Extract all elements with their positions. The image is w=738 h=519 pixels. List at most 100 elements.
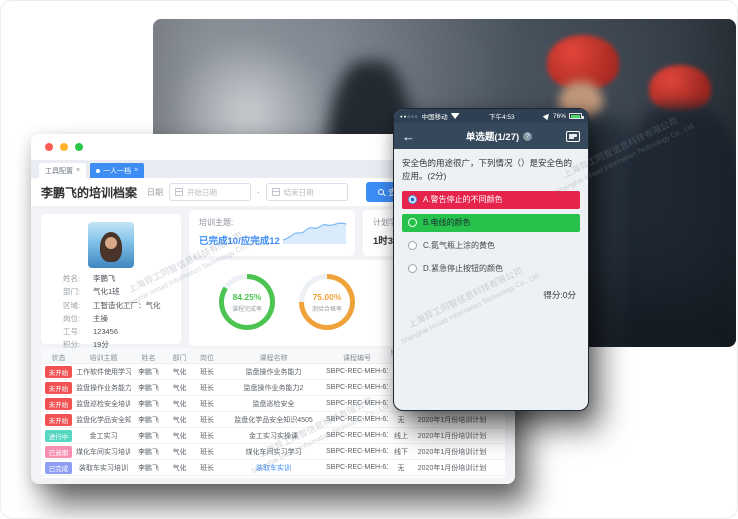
- dept-cell: 气化: [172, 432, 187, 440]
- table-row[interactable]: 已逾期 煤化车间实习培训 李鹏飞 气化 班长 煤化车间实习学习 SBPC-REC-MEH-6…: [41, 444, 505, 460]
- topic-cell: 煤化车间实习培训: [76, 448, 131, 456]
- tab-item[interactable]: 工具配置 ×: [39, 163, 87, 178]
- code-cell: SBPC-REC-MEH-617: [326, 400, 388, 407]
- calendar-icon: [175, 188, 184, 196]
- status-badge: 未开始: [44, 381, 73, 394]
- date-range-label: 日期: [147, 187, 164, 197]
- code-cell: SBPC-REC-MEH-617: [326, 384, 388, 391]
- red-helmet-icon: [649, 65, 711, 111]
- dept-cell: 气化: [172, 448, 187, 456]
- code-cell: SBPC-REC-MEH-617: [326, 416, 388, 423]
- search-icon: [378, 189, 385, 195]
- code-cell: SBPC-REC-MEH-617: [326, 464, 388, 471]
- ring-value: 84.25%: [232, 291, 262, 302]
- name-cell: 李鹏飞: [138, 448, 159, 456]
- topic-value: 已完成10/应完成12: [199, 236, 280, 247]
- post-cell: 班长: [200, 432, 214, 440]
- profile-field: 部门: 气化1班: [41, 287, 181, 297]
- tab-item[interactable]: 一人一档 ×: [90, 163, 145, 178]
- date-range-separator: -: [257, 187, 260, 197]
- mode-cell: 无: [397, 464, 405, 472]
- profile-field-value: 李鹏飞: [93, 274, 116, 283]
- radio-icon[interactable]: [408, 218, 417, 227]
- post-cell: 班长: [200, 400, 214, 408]
- column-header: 岗位: [200, 355, 214, 362]
- topic-cell: 监盘化学品安全知识4505: [76, 416, 131, 424]
- ring-value: 75.00%: [312, 291, 342, 302]
- status-cell: 进行中: [41, 429, 76, 442]
- topic-cell: 监盘巡检安全培训: [76, 400, 131, 408]
- end-date-input[interactable]: 结束日期: [265, 183, 348, 201]
- option-label: D.紧急停止按钮的颜色: [423, 264, 503, 273]
- profile-field-label: 工号:: [63, 327, 81, 336]
- battery-icon: [569, 113, 584, 119]
- tab-label: 工具配置: [45, 167, 73, 175]
- progress-ring: 75.00% 测验合格率: [299, 274, 355, 330]
- column-header: 姓名: [141, 355, 156, 362]
- phone-statusbar: ●●○○○ 中国移动 下午4:53 76%: [394, 109, 588, 123]
- dept-cell: 气化: [172, 384, 187, 392]
- table-row[interactable]: 已完成 装取车实习培训 李鹏飞 气化 班长 装取车实训 SBPC-REC-MEH-617 无 2…: [41, 460, 505, 476]
- plan-cell: 2020年1月份培训计划: [417, 464, 487, 472]
- action-link[interactable]: 取消: [490, 463, 505, 473]
- help-icon[interactable]: ?: [523, 131, 533, 141]
- start-date-input[interactable]: 开始日期: [169, 183, 252, 201]
- carrier-label: 中国移动: [421, 114, 448, 121]
- table-row[interactable]: 未开始监盘化学品安全知识4505李鹏飞气化班长监盘化学品安全知识4505SBPC…: [41, 412, 505, 428]
- plan-cell: 2020年1月份培训计划: [417, 432, 487, 440]
- profile-photo: [88, 222, 134, 268]
- mode-cell: 线上: [394, 432, 408, 440]
- action-link[interactable]: 查看: [490, 415, 505, 425]
- traffic-light-close[interactable]: [45, 143, 53, 151]
- dept-cell: 气化: [172, 416, 187, 424]
- column-header: 状态: [51, 355, 66, 362]
- back-button[interactable]: ←: [402, 128, 415, 144]
- code-cell: SBPC-REC-MEH-617: [326, 432, 388, 439]
- traffic-light-maximize[interactable]: [75, 143, 83, 151]
- dept-cell: 气化: [172, 400, 187, 408]
- radio-icon[interactable]: [408, 195, 417, 204]
- action-link[interactable]: 取消: [490, 431, 505, 441]
- plan-cell: 2020年1月份培训计划: [417, 416, 487, 424]
- status-time: 下午4:53: [488, 114, 515, 121]
- radio-icon[interactable]: [408, 241, 417, 250]
- start-date-placeholder: 开始日期: [187, 187, 218, 197]
- score-text: 得分:0分: [543, 289, 576, 300]
- training-table: 状态培训主题姓名部门岗位课程名称课程编号培训方式培训计划操作 未开始工作软件使用…: [41, 348, 505, 476]
- status-cell: 未开始: [41, 365, 76, 378]
- table-row[interactable]: 进行中 金工实习 李鹏飞 气化 班长 金工实习实操课 SBPC-REC-MEH-617 线上 2…: [41, 428, 505, 444]
- training-topic-card: 培训主题: 已完成10/应完成12: [189, 210, 355, 256]
- profile-field-label: 姓名:: [63, 274, 81, 283]
- rings-row: 84.25% 课程完成率 75.00% 测验合格率: [189, 260, 515, 330]
- profile-field-label: 部门:: [63, 287, 81, 297]
- table-row[interactable]: 未开始 工作软件使用学习 李鹏飞 气化 班长 监盘操作业务能力 SBPC-REC-MEH-6…: [41, 364, 505, 380]
- quiz-option[interactable]: B.电线的颜色: [402, 213, 580, 232]
- table-row[interactable]: 未开始 监盘操作业务能力2 李鹏飞 气化 班长 监盘操作业务能力2 SBPC-REC-MEH…: [41, 380, 505, 396]
- table-row[interactable]: 未开始 监盘巡检安全培训 李鹏飞 气化 班长 监盘巡检安全 SBPC-REC-MEH-617: [41, 396, 505, 412]
- radio-icon[interactable]: [408, 264, 417, 273]
- status-cell: 已完成: [41, 461, 76, 474]
- dept-cell: 气化: [172, 464, 187, 472]
- status-badge: 未开始: [44, 397, 73, 410]
- progress-ring: 84.25% 课程完成率: [219, 274, 275, 330]
- name-cell: 李鹏飞: [138, 416, 159, 424]
- answer-sheet-icon[interactable]: [566, 130, 580, 142]
- quiz-option[interactable]: D.紧急停止按钮的颜色: [402, 260, 580, 278]
- quiz-option[interactable]: C.氮气瓶上涂的黄色: [402, 237, 580, 255]
- traffic-light-minimize[interactable]: [60, 143, 68, 151]
- tab-close-icon[interactable]: ×: [76, 167, 81, 174]
- course-cell: 煤化车间实习学习: [245, 448, 302, 456]
- course-cell[interactable]: 装取车实训: [256, 464, 291, 472]
- profile-field-label: 积分:: [63, 340, 81, 350]
- profile-field: 积分: 19分: [41, 340, 181, 350]
- profile-field-label: 区域:: [63, 300, 81, 310]
- column-header: 课程名称: [259, 355, 288, 362]
- course-cell: 监盘操作业务能力: [245, 368, 302, 376]
- quiz-option[interactable]: A.警告停止的不同颜色: [402, 190, 580, 209]
- profile-field-value: 123456: [93, 327, 119, 336]
- profile-field-value: 主操: [93, 313, 108, 323]
- tab-label: 一人一档: [103, 167, 132, 175]
- tab-close-icon[interactable]: ×: [134, 167, 139, 174]
- action-link[interactable]: 取消: [490, 447, 505, 457]
- topic-label: 培训主题:: [199, 218, 234, 227]
